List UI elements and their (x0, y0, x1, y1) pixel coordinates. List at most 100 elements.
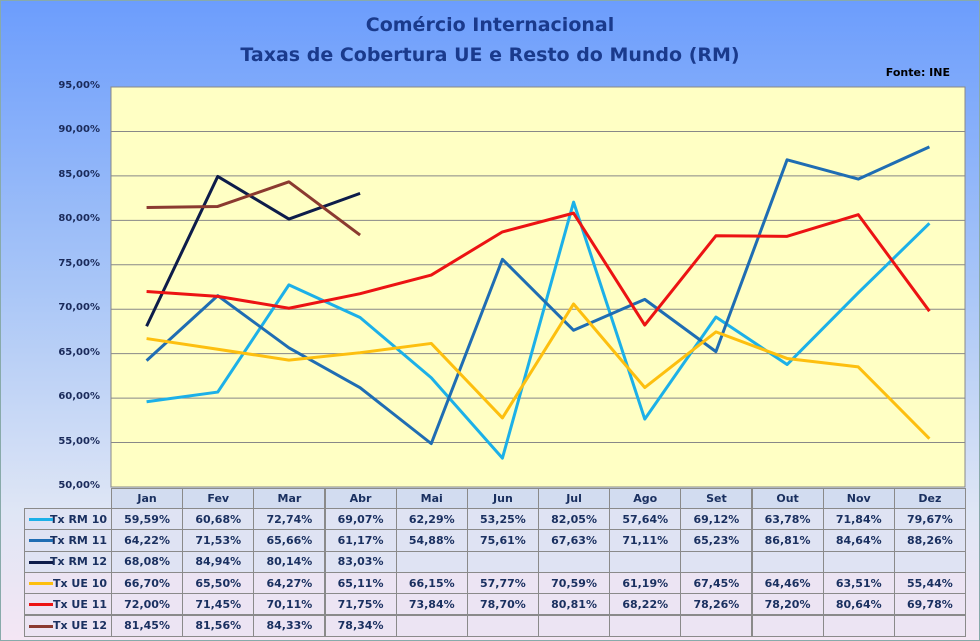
legend-label: Tx RM 11 (50, 533, 107, 547)
data-label: 69,07% (324, 508, 397, 531)
data-label: 60,68% (182, 508, 255, 531)
source-label: Fonte: INE (885, 66, 950, 79)
data-label: 54,88% (395, 529, 468, 552)
data-label (538, 614, 611, 637)
y-tick-label: 90,00% (58, 124, 100, 136)
legend-label: Tx UE 12 (52, 619, 107, 633)
data-label: 67,45% (680, 571, 753, 595)
data-label: 78,34% (324, 614, 397, 637)
y-tick-label: 85,00% (58, 168, 100, 180)
data-label: 73,84% (395, 593, 468, 616)
data-label: 80,14% (253, 550, 326, 573)
data-label: 57,64% (609, 508, 682, 531)
data-label (395, 550, 468, 573)
data-label: 57,77% (466, 571, 539, 595)
series-line-tx-ue-12 (146, 180, 361, 237)
data-label: 84,94% (182, 550, 255, 573)
chart-subtitle: Taxas de Cobertura UE e Resto do Mundo (… (240, 44, 740, 66)
data-label: 70,59% (538, 571, 611, 595)
legend-swatch (29, 582, 53, 586)
y-tick-label: 80,00% (58, 213, 100, 225)
data-label (893, 614, 966, 637)
data-label (609, 550, 682, 573)
legend-entry: Tx RM 10 (24, 508, 112, 531)
x-tick-label: Abr (324, 488, 397, 509)
data-label: 75,61% (466, 529, 539, 552)
data-label: 72,00% (111, 593, 184, 616)
legend-entry: Tx UE 11 (24, 593, 112, 616)
series-line-tx-ue-10 (146, 302, 931, 440)
data-label: 59,59% (111, 508, 184, 531)
data-label (822, 614, 895, 637)
data-label: 64,22% (111, 529, 184, 552)
legend-label: Tx RM 10 (50, 512, 107, 526)
legend-entry: Tx RM 12 (24, 550, 112, 573)
data-label: 72,74% (253, 508, 326, 531)
data-label: 80,64% (822, 593, 895, 616)
series-line-tx-rm-12 (145, 174, 361, 327)
chart-title: Comércio Internacional (365, 14, 615, 36)
data-label: 65,66% (253, 529, 326, 552)
x-tick-label: Jun (466, 488, 539, 509)
data-label: 80,81% (538, 593, 611, 616)
data-label: 84,64% (822, 529, 895, 552)
y-tick-label: 75,00% (58, 257, 100, 269)
legend-label: Tx UE 10 (52, 576, 107, 590)
data-label: 62,29% (395, 508, 468, 531)
data-label (609, 614, 682, 637)
data-label: 78,26% (680, 593, 753, 616)
data-label (680, 550, 753, 573)
data-label (466, 614, 539, 637)
data-label: 64,27% (253, 571, 326, 595)
series-line-tx-rm-11 (145, 145, 931, 446)
data-label: 61,19% (609, 571, 682, 595)
data-label: 82,05% (538, 508, 611, 531)
data-label (538, 550, 611, 573)
data-label: 88,26% (893, 529, 966, 552)
data-label (822, 550, 895, 573)
data-label: 63,78% (751, 508, 824, 531)
data-label: 78,20% (751, 593, 824, 616)
data-label: 71,75% (324, 593, 397, 616)
legend-entry: Tx UE 10 (24, 571, 112, 595)
data-label: 61,17% (324, 529, 397, 552)
data-label: 84,33% (253, 614, 326, 637)
legend-swatch (29, 560, 53, 564)
legend-label: Tx UE 11 (52, 597, 107, 611)
legend-swatch (29, 603, 53, 607)
data-label (751, 550, 824, 573)
legend-label: Tx RM 12 (50, 555, 107, 569)
data-table: Jan Fev Mar Abr Mai Jun Jul Ago Set Out Nov Dez Tx R… (24, 488, 966, 637)
data-label: 78,70% (466, 593, 539, 616)
data-label: 71,53% (182, 529, 255, 552)
data-label: 79,67% (893, 508, 966, 531)
data-label: 66,70% (111, 571, 184, 595)
data-label (751, 614, 824, 637)
data-label: 66,15% (395, 571, 468, 595)
legend-entry: Tx UE 12 (24, 614, 112, 637)
data-label (466, 550, 539, 573)
data-label: 81,45% (111, 614, 184, 637)
data-label: 63,51% (822, 571, 895, 595)
legend-swatch (29, 624, 53, 628)
data-label: 71,45% (182, 593, 255, 616)
data-label: 65,11% (324, 571, 397, 595)
data-label: 67,63% (538, 529, 611, 552)
y-tick-label: 65,00% (58, 346, 100, 358)
series-line-tx-rm-10 (146, 200, 931, 460)
data-label (893, 550, 966, 573)
data-label: 86,81% (751, 529, 824, 552)
data-label: 69,78% (893, 593, 966, 616)
y-tick-label: 70,00% (58, 302, 100, 314)
data-label: 81,56% (182, 614, 255, 637)
data-label: 68,08% (111, 550, 184, 573)
data-label: 68,22% (609, 593, 682, 616)
data-label: 70,11% (253, 593, 326, 616)
y-tick-label: 55,00% (58, 435, 100, 447)
x-tick-label: Set (680, 488, 753, 509)
y-tick-label: 50,00% (58, 480, 100, 491)
data-label: 55,44% (893, 571, 966, 595)
x-tick-label: Nov (822, 488, 895, 509)
legend-entry: Tx RM 11 (24, 529, 112, 552)
x-tick-label: Jan (111, 488, 184, 509)
